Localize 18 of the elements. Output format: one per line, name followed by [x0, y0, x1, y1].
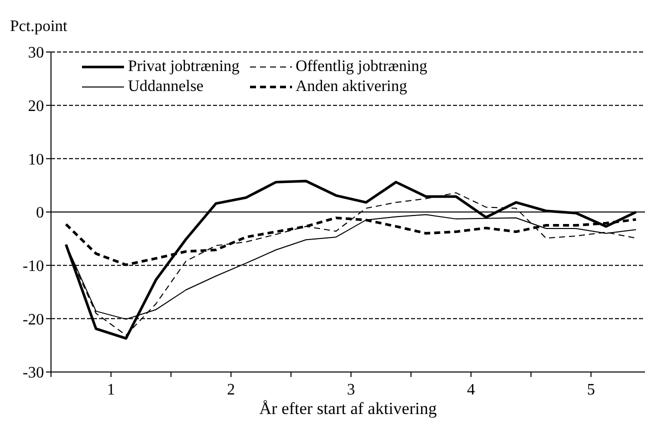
legend-label: Anden aktivering: [296, 78, 408, 96]
y-tick-label: -10: [22, 258, 44, 276]
legend-label: Privat jobtræning: [128, 58, 240, 76]
legend-label: Uddannelse: [128, 78, 204, 96]
x-tick-label: 3: [347, 381, 355, 398]
y-tick-label: 30: [28, 44, 44, 62]
y-axis-title: Pct.point: [10, 18, 68, 36]
x-tick-label: 2: [227, 381, 235, 398]
y-tick-label: 0: [36, 204, 44, 222]
x-tick-label: 5: [587, 381, 595, 398]
y-tick-label: -30: [22, 364, 44, 382]
x-axis-title: År efter start af aktivering: [259, 399, 438, 418]
x-tick-label: 1: [107, 381, 115, 398]
y-tick-label: -20: [22, 311, 44, 328]
x-tick-label: 4: [467, 381, 475, 398]
legend-label: Offentlig jobtræning: [296, 58, 428, 76]
y-tick-label: 10: [28, 151, 44, 168]
y-tick-label: 20: [28, 98, 44, 116]
